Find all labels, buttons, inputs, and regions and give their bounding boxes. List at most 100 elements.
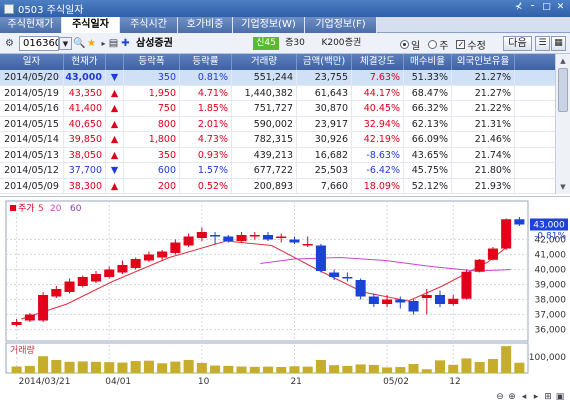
list-icon[interactable]: ☰: [535, 36, 550, 51]
cell-amount: 30,870: [297, 101, 352, 116]
minimize-icon[interactable]: ⁃: [530, 2, 535, 12]
search-icon[interactable]: 🔍: [73, 38, 86, 49]
tab-company-f[interactable]: 기업정보(F): [305, 17, 377, 33]
column-header[interactable]: 거래량: [232, 54, 297, 70]
column-header[interactable]: 일자: [0, 54, 64, 70]
star-icon[interactable]: ★: [87, 38, 96, 49]
tab-time[interactable]: 주식시간: [120, 17, 178, 33]
volume-bar: [461, 358, 472, 373]
column-header[interactable]: [106, 54, 124, 70]
candle-body: [183, 236, 194, 246]
radio-day[interactable]: 일: [400, 37, 420, 52]
up-arrow-icon: ▲: [106, 85, 124, 100]
table-scrollbar[interactable]: ▲ ▼: [555, 54, 570, 194]
cell-strength: 32.94%: [352, 116, 404, 131]
candle-body: [514, 219, 525, 225]
column-header[interactable]: 매수비율: [404, 54, 452, 70]
triangle-right-icon[interactable]: ▸: [101, 39, 106, 48]
zoom-control-icon[interactable]: ⊖: [496, 392, 504, 402]
y-tick-label: 40,000: [535, 266, 567, 276]
candle-body: [474, 259, 485, 272]
last-price-label: 43,000: [533, 221, 565, 231]
column-header[interactable]: 금액(백만): [297, 54, 352, 70]
candle-body: [210, 235, 221, 237]
daily-price-table: 일자 현재가 등락폭 등락률 거래량 금액(백만) 체결강도 매수비율 외국인보유율 2014/…: [0, 54, 555, 194]
cell-buy: 51.33%: [404, 70, 452, 85]
column-header[interactable]: 등락폭: [124, 54, 180, 70]
check-icon: ✓: [456, 40, 466, 49]
table-row[interactable]: 2014/05/16 41,400 ▲ 750 1.85% 751,727 30,870 40…: [0, 101, 555, 117]
cell-rate: 1.57%: [180, 163, 232, 178]
column-header[interactable]: 현재가: [64, 54, 106, 70]
zoom-control-icon[interactable]: ⊞: [544, 392, 552, 402]
up-arrow-icon: ▲: [106, 147, 124, 162]
grid-icon[interactable]: ▦: [551, 36, 566, 51]
table-row[interactable]: 2014/05/20 43,000 ▼ 350 0.81% 551,244 23,755 7.…: [0, 70, 555, 86]
cell-buy: 43.65%: [404, 147, 452, 162]
close-icon[interactable]: ✕: [556, 2, 565, 12]
adjusted-label: 수정: [467, 41, 486, 52]
table-row[interactable]: 2014/05/19 43,350 ▲ 1,950 4.71% 1,440,382 61,6…: [0, 85, 555, 101]
volume-bar: [408, 364, 419, 373]
zoom-control-icon[interactable]: ▸: [534, 392, 539, 402]
tab-company-w[interactable]: 기업정보(W): [233, 17, 305, 33]
column-header[interactable]: 외국인보유율: [452, 54, 515, 70]
volume-bar: [51, 359, 62, 373]
cell-buy: 45.75%: [404, 163, 452, 178]
settings-icon[interactable]: ⚙: [5, 38, 14, 49]
cell-change: 200: [124, 178, 180, 193]
cell-amount: 61,643: [297, 85, 352, 100]
cell-rate: 0.52%: [180, 178, 232, 193]
last-rate-label: -0.81%: [534, 232, 566, 242]
tab-current-price[interactable]: 주식현재가: [0, 17, 62, 33]
stock-code-input[interactable]: [19, 36, 59, 51]
volume-bar: [236, 366, 247, 373]
scrollbar-thumb[interactable]: [558, 68, 568, 112]
volume-bar: [170, 361, 181, 373]
cell-amount: 16,682: [297, 147, 352, 162]
cell-buy: 66.09%: [404, 132, 452, 147]
restore-icon[interactable]: □: [542, 2, 551, 12]
table-row[interactable]: 2014/05/09 38,300 ▲ 200 0.52% 200,893 7,660 18.…: [0, 178, 555, 194]
cell-date: 2014/05/14: [0, 132, 64, 147]
volume-bar: [117, 362, 128, 373]
cell-price: 37,700: [64, 163, 106, 178]
candle-body: [395, 299, 406, 303]
y-tick-label: 38,000: [535, 296, 567, 306]
tab-quote-ratio[interactable]: 호가비중: [178, 17, 233, 33]
scroll-down-icon[interactable]: ▼: [560, 183, 566, 191]
volume-bar: [196, 362, 207, 373]
tab-daily[interactable]: 주식일자: [62, 17, 120, 33]
cell-strength: -8.63%: [352, 147, 404, 162]
pin-icon[interactable]: ⊀: [514, 2, 523, 12]
volume-bar: [77, 361, 88, 373]
chevron-down-icon[interactable]: ▼: [59, 37, 72, 50]
cell-change: 350: [124, 147, 180, 162]
zoom-control-icon[interactable]: ▣: [556, 392, 565, 402]
volume-bar: [329, 365, 340, 373]
zoom-control-icon[interactable]: ⊕: [508, 392, 516, 402]
cell-change: 750: [124, 101, 180, 116]
volume-bar: [501, 346, 512, 373]
next-button[interactable]: 다음: [503, 36, 532, 51]
table-row[interactable]: 2014/05/15 40,650 ▲ 800 2.01% 590,002 23,917 32…: [0, 116, 555, 132]
adjusted-checkbox[interactable]: ✓ 수정: [456, 37, 486, 52]
table-row[interactable]: 2014/05/12 37,700 ▼ 600 1.57% 677,722 25,503 -6…: [0, 163, 555, 179]
column-header[interactable]: 등락률: [180, 54, 232, 70]
cell-price: 40,650: [64, 116, 106, 131]
scroll-up-icon[interactable]: ▲: [560, 57, 566, 65]
column-header[interactable]: 체결강도: [352, 54, 404, 70]
cell-foreign: 21.46%: [452, 132, 515, 147]
document-icon[interactable]: ▤: [108, 38, 119, 49]
radio-week[interactable]: 주: [428, 37, 448, 52]
cell-date: 2014/05/19: [0, 85, 64, 100]
plus-icon[interactable]: ✚: [121, 38, 130, 49]
table-row[interactable]: 2014/05/13 38,050 ▲ 350 0.93% 439,213 16,682 -8…: [0, 147, 555, 163]
volume-bar: [64, 361, 75, 373]
radio-week-label: 주: [439, 41, 449, 52]
cell-price: 43,350: [64, 85, 106, 100]
table-row[interactable]: 2014/05/14 39,850 ▲ 1,800 4.73% 782,315 30,926…: [0, 132, 555, 148]
candle-body: [11, 322, 22, 325]
cell-strength: 44.17%: [352, 85, 404, 100]
zoom-control-icon[interactable]: ◂: [522, 392, 527, 402]
